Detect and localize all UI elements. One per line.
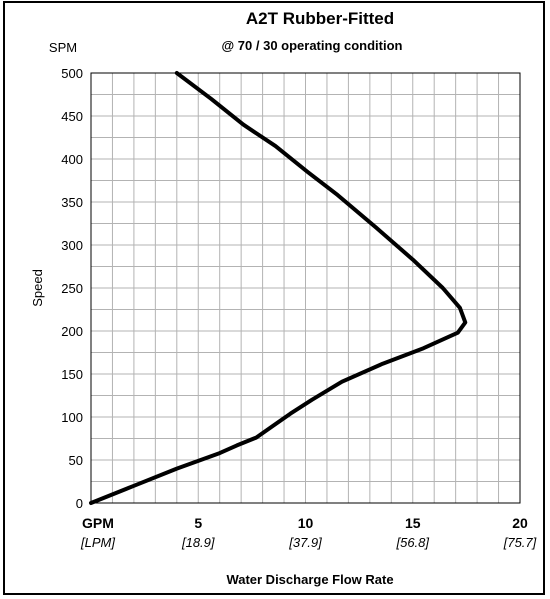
y-axis-label: Speed [30, 269, 45, 307]
chart-subtitle: @ 70 / 30 operating condition [222, 38, 403, 53]
chart-frame [3, 1, 545, 595]
x-tick-label-secondary: [75.7] [503, 535, 537, 550]
y-tick-label: 50 [69, 453, 83, 468]
x-unit-secondary: [LPM] [80, 535, 115, 550]
y-tick-label: 500 [61, 66, 83, 81]
y-tick-label: 300 [61, 238, 83, 253]
x-tick-label-secondary: [18.9] [181, 535, 215, 550]
x-tick-label-secondary: [37.9] [288, 535, 322, 550]
y-tick-label: 250 [61, 281, 83, 296]
x-tick-label: 20 [512, 515, 528, 531]
chart-title: A2T Rubber-Fitted [246, 9, 394, 28]
x-tick-labels: 5 [18.9] 10 [37.9] 15 [56.8] 20 [75.7] [181, 515, 537, 550]
grid [91, 73, 520, 503]
y-tick-label: 0 [76, 496, 83, 511]
x-axis-label: Water Discharge Flow Rate [226, 572, 393, 587]
x-tick-label: 10 [298, 515, 314, 531]
y-tick-label: 150 [61, 367, 83, 382]
series-line [89, 71, 468, 505]
x-unit-primary: GPM [82, 515, 114, 531]
y-tick-label: 350 [61, 195, 83, 210]
x-tick-label: 5 [194, 515, 202, 531]
x-tick-label: 15 [405, 515, 421, 531]
plot-border [90, 72, 521, 504]
y-tick-label: 100 [61, 410, 83, 425]
y-tick-label: 450 [61, 109, 83, 124]
y-tick-label: 400 [61, 152, 83, 167]
y-tick-label: 200 [61, 324, 83, 339]
y-unit-label: SPM [49, 40, 77, 55]
y-tick-labels: 0 50 100 150 200 250 300 350 400 450 500 [61, 66, 83, 511]
x-tick-label-secondary: [56.8] [395, 535, 429, 550]
